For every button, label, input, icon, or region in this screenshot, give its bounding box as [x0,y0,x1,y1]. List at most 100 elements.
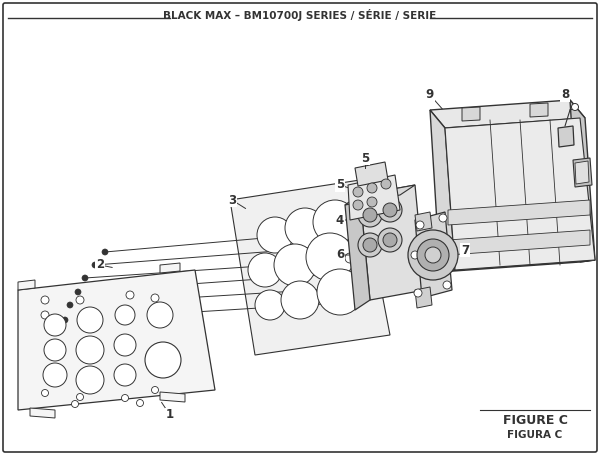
Circle shape [281,281,319,319]
Circle shape [41,311,49,319]
Circle shape [76,296,84,304]
Circle shape [439,214,447,222]
Polygon shape [570,100,595,262]
Circle shape [114,364,136,386]
Circle shape [285,208,325,248]
Circle shape [62,317,68,323]
Circle shape [414,289,422,297]
Circle shape [76,336,104,364]
Circle shape [313,200,357,244]
Circle shape [145,342,181,378]
Polygon shape [430,100,585,128]
Polygon shape [30,408,55,418]
Text: BLACK MAX – BM10700J SERIES / SÉRIE / SERIE: BLACK MAX – BM10700J SERIES / SÉRIE / SE… [163,9,437,21]
Polygon shape [415,287,432,308]
Polygon shape [558,126,574,147]
Text: 2: 2 [96,258,104,272]
Text: 7: 7 [461,243,469,257]
Polygon shape [345,195,370,310]
Circle shape [44,314,66,336]
Circle shape [75,289,81,295]
Circle shape [76,366,104,394]
Circle shape [358,203,382,227]
Circle shape [408,230,458,280]
Text: 6: 6 [336,248,344,262]
Text: 8: 8 [561,89,569,101]
Polygon shape [355,162,388,186]
Circle shape [363,238,377,252]
Circle shape [77,307,103,333]
Circle shape [381,179,391,189]
Text: FIGURA C: FIGURA C [508,430,563,440]
Polygon shape [415,212,452,298]
Text: 5: 5 [361,152,369,165]
Polygon shape [448,230,590,255]
Circle shape [114,334,136,356]
Polygon shape [415,212,432,231]
Circle shape [353,187,363,197]
Circle shape [71,400,79,408]
Text: 3: 3 [228,193,236,207]
Polygon shape [575,161,589,184]
Circle shape [367,197,377,207]
Circle shape [383,203,397,217]
Circle shape [345,253,355,263]
Circle shape [383,233,397,247]
Circle shape [416,221,424,229]
Polygon shape [360,185,425,300]
Circle shape [306,233,354,281]
Polygon shape [18,280,35,290]
Polygon shape [230,180,390,355]
Text: 5: 5 [336,178,344,192]
Polygon shape [462,107,480,121]
Circle shape [411,251,419,259]
Polygon shape [18,270,215,410]
Circle shape [147,302,173,328]
Circle shape [378,198,402,222]
Circle shape [257,217,293,253]
Circle shape [82,275,88,281]
Text: FIGURE C: FIGURE C [503,414,568,426]
Circle shape [126,291,134,299]
Circle shape [151,386,158,394]
Polygon shape [448,200,590,225]
Circle shape [77,394,83,400]
Circle shape [417,239,449,271]
Text: 1: 1 [166,409,174,421]
Circle shape [151,294,159,302]
Text: 4: 4 [336,213,344,227]
Circle shape [121,394,128,401]
Polygon shape [445,118,595,270]
Polygon shape [345,185,415,205]
Polygon shape [160,263,180,273]
Circle shape [425,247,441,263]
Circle shape [92,262,98,268]
Polygon shape [160,392,185,402]
Circle shape [41,389,49,396]
Circle shape [378,228,402,252]
Circle shape [137,399,143,406]
Text: 9: 9 [426,89,434,101]
Circle shape [353,200,363,210]
Polygon shape [440,260,595,272]
Circle shape [443,281,451,289]
Circle shape [67,302,73,308]
Circle shape [115,305,135,325]
Circle shape [350,215,360,225]
Circle shape [248,253,282,287]
Circle shape [571,103,578,111]
Circle shape [363,208,377,222]
Circle shape [367,183,377,193]
Polygon shape [430,110,455,272]
Circle shape [358,233,382,257]
Polygon shape [573,158,592,187]
Polygon shape [530,103,548,117]
Circle shape [102,249,108,255]
Polygon shape [348,175,400,220]
Circle shape [44,339,66,361]
Circle shape [43,363,67,387]
Circle shape [255,290,285,320]
Circle shape [317,269,363,315]
Circle shape [274,244,316,286]
Circle shape [41,296,49,304]
